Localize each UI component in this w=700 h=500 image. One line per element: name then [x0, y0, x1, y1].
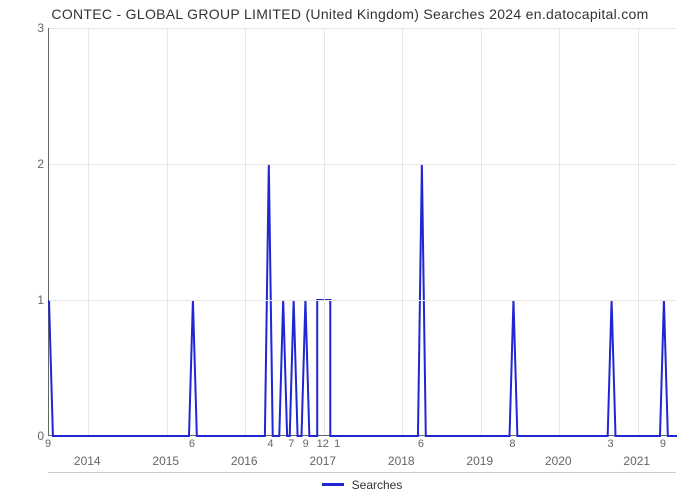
xtick-year: 2018 — [388, 454, 415, 468]
legend-swatch — [322, 483, 344, 486]
value-label: 4 — [267, 438, 273, 450]
chart-svg — [49, 28, 677, 436]
value-label: 6 — [418, 438, 424, 450]
gridline-v — [167, 28, 168, 435]
value-label: 9 — [303, 438, 309, 450]
gridline-h — [49, 164, 676, 165]
xtick-year: 2020 — [545, 454, 572, 468]
gridline-v — [638, 28, 639, 435]
xtick-year: 2014 — [74, 454, 101, 468]
gridline-h — [49, 28, 676, 29]
gridline-h — [49, 300, 676, 301]
value-label: 7 — [288, 438, 294, 450]
gridline-v — [481, 28, 482, 435]
value-label: 1 — [334, 438, 340, 450]
gridline-v — [324, 28, 325, 435]
gridline-v — [88, 28, 89, 435]
ytick: 1 — [4, 293, 44, 307]
gridline-v — [245, 28, 246, 435]
xtick-year: 2021 — [623, 454, 650, 468]
value-label: 8 — [509, 438, 515, 450]
xtick-year: 2016 — [231, 454, 258, 468]
chart-title: CONTEC - GLOBAL GROUP LIMITED (United Ki… — [0, 6, 700, 22]
ytick: 0 — [4, 429, 44, 443]
xtick-year: 2019 — [466, 454, 493, 468]
plot-area — [48, 28, 676, 436]
gridline-v — [402, 28, 403, 435]
value-label: 6 — [189, 438, 195, 450]
legend-label: Searches — [352, 478, 403, 492]
xtick-year: 2017 — [309, 454, 336, 468]
chart-container: { "title": "CONTEC - GLOBAL GROUP LIMITE… — [0, 0, 700, 500]
value-label: 12 — [317, 438, 329, 450]
ytick: 2 — [4, 157, 44, 171]
legend: Searches — [48, 472, 676, 494]
value-label: 9 — [660, 438, 666, 450]
value-label: 9 — [45, 438, 51, 450]
ytick: 3 — [4, 21, 44, 35]
value-label: 3 — [608, 438, 614, 450]
xtick-year: 2015 — [152, 454, 179, 468]
gridline-v — [559, 28, 560, 435]
